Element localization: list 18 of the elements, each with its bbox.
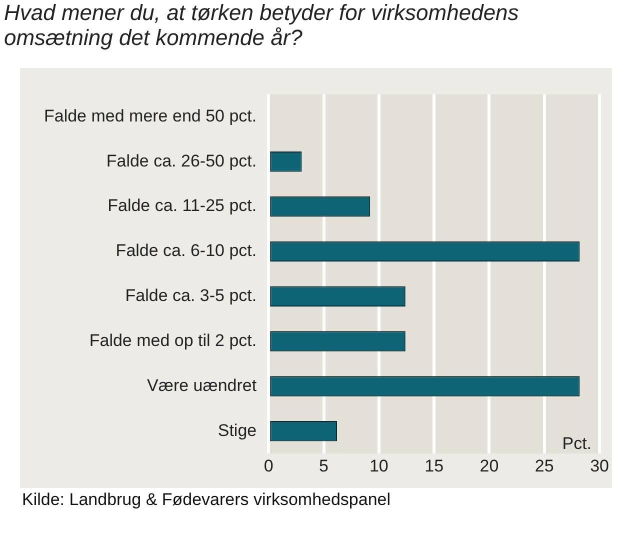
x-axis-title: Pct. — [562, 434, 592, 453]
y-tick-label: Stige — [218, 420, 257, 440]
y-tick-label: Falde ca. 11-25 pct. — [108, 196, 257, 216]
x-tick-label: 0 — [264, 456, 274, 476]
x-tick-label: 30 — [590, 456, 610, 476]
x-tick-label: 20 — [480, 456, 499, 476]
x-tick-label: 10 — [369, 456, 388, 476]
y-tick-label: Falde ca. 3-5 pct. — [125, 286, 257, 306]
y-tick-label: Falde ca. 6-10 pct. — [116, 241, 257, 260]
chart-title: Hvad mener du, at tørken betyder for virksomhedens omsætning det kommende år? — [4, 0, 520, 50]
x-tick-label: 25 — [534, 456, 554, 476]
y-tick-label: Falde med mere end 50 pct. — [44, 106, 257, 126]
text: Kilde: Landbrug & Fødevarers virksomhedspanel — [22, 490, 391, 510]
y-tick-label: Falde med op til 2 pct. — [89, 330, 257, 350]
x-tick-label: 5 — [319, 456, 329, 476]
y-tick-label: Være uændret — [146, 376, 257, 395]
y-tick-label: Falde ca. 26-50 pct. — [106, 151, 257, 170]
x-tick-label: 15 — [424, 456, 444, 476]
